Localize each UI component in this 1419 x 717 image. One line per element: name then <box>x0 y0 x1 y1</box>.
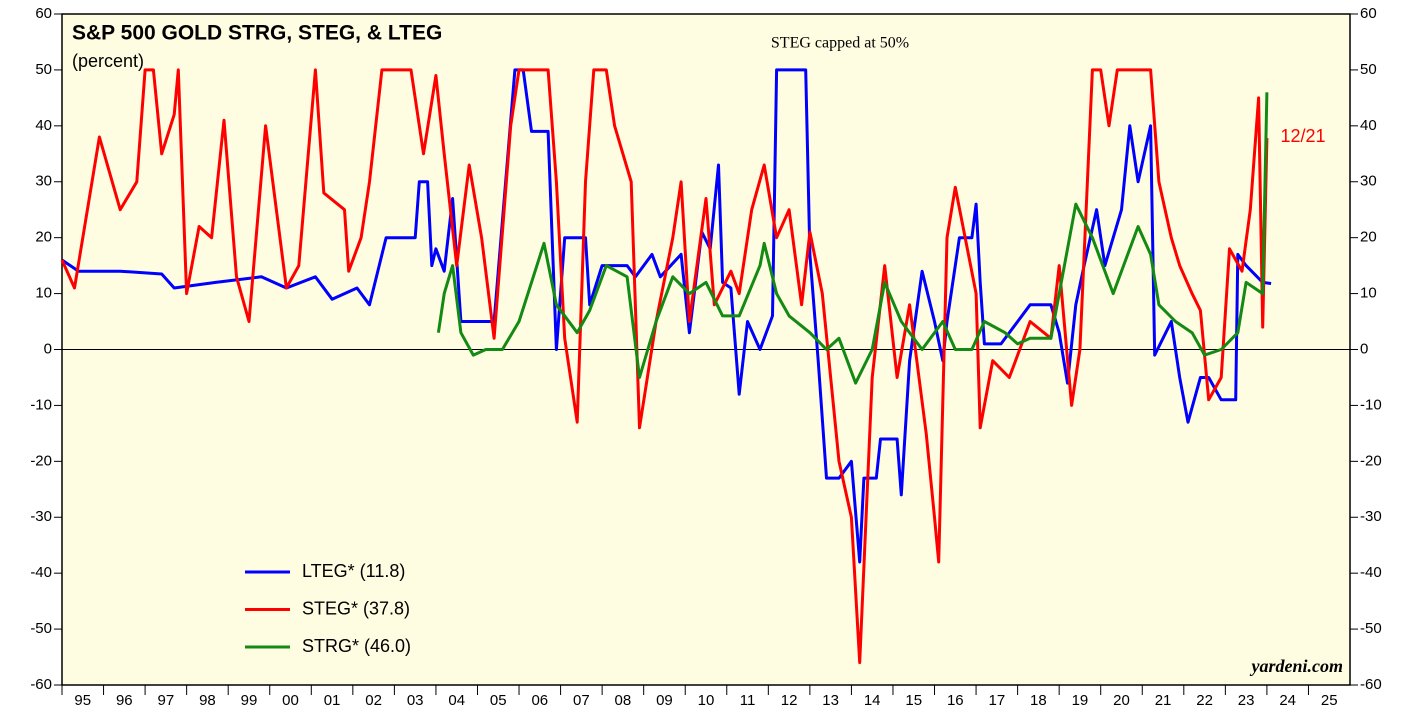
y-tick-label: 50 <box>35 61 52 78</box>
y2-tick-label: 0 <box>1360 340 1368 357</box>
x-tick-label: 04 <box>448 692 465 709</box>
y-tick-label: -40 <box>30 564 52 581</box>
x-tick-label: 98 <box>199 692 216 709</box>
y2-tick-label: 30 <box>1360 173 1377 190</box>
x-tick-label: 10 <box>698 692 715 709</box>
y2-tick-label: 10 <box>1360 285 1377 302</box>
x-tick-label: 25 <box>1321 692 1338 709</box>
watermark: yardeni.com <box>1250 656 1344 676</box>
y2-tick-label: -30 <box>1360 508 1382 525</box>
y2-tick-label: -10 <box>1360 396 1382 413</box>
x-tick-label: 96 <box>116 692 133 709</box>
y-tick-label: 40 <box>35 117 52 134</box>
x-tick-label: 13 <box>822 692 839 709</box>
annotation: 12/21 <box>1280 126 1325 146</box>
x-tick-label: 19 <box>1072 692 1089 709</box>
y-tick-label: -30 <box>30 508 52 525</box>
series-line <box>61 68 1272 564</box>
y-tick-label: -60 <box>30 676 52 693</box>
x-tick-label: 23 <box>1238 692 1255 709</box>
x-tick-label: 12 <box>781 692 798 709</box>
chart-title: S&P 500 GOLD STRG, STEG, & LTEG <box>72 22 442 45</box>
x-tick-label: 18 <box>1030 692 1047 709</box>
series-line <box>60 68 1269 665</box>
x-tick-label: 24 <box>1279 692 1296 709</box>
x-tick-label: 16 <box>947 692 964 709</box>
y-tick-label: 10 <box>35 285 52 302</box>
y2-tick-label: -40 <box>1360 564 1382 581</box>
x-tick-label: 97 <box>158 692 175 709</box>
y2-tick-label: -20 <box>1360 452 1382 469</box>
y2-tick-label: 60 <box>1360 5 1377 22</box>
y2-tick-label: 20 <box>1360 229 1377 246</box>
x-tick-label: 05 <box>490 692 507 709</box>
y-tick-label: -10 <box>30 396 52 413</box>
y2-tick-label: 50 <box>1360 61 1377 78</box>
x-tick-label: 07 <box>573 692 590 709</box>
x-tick-label: 21 <box>1155 692 1172 709</box>
x-tick-label: 09 <box>656 692 673 709</box>
x-tick-label: 99 <box>241 692 258 709</box>
legend-label: LTEG* (11.8) <box>302 561 405 581</box>
y-tick-label: 30 <box>35 173 52 190</box>
annotation: STEG capped at 50% <box>771 35 909 52</box>
y2-tick-label: 40 <box>1360 117 1377 134</box>
y-tick-label: -20 <box>30 452 52 469</box>
y-tick-label: 60 <box>35 5 52 22</box>
x-tick-label: 20 <box>1113 692 1130 709</box>
chart-subtitle: (percent) <box>72 51 144 71</box>
x-tick-label: 01 <box>324 692 341 709</box>
x-tick-label: 14 <box>864 692 881 709</box>
x-tick-label: 03 <box>407 692 424 709</box>
y2-tick-label: -60 <box>1360 676 1382 693</box>
x-tick-label: 11 <box>740 692 756 709</box>
y-tick-label: 0 <box>44 340 52 357</box>
legend-label: STRG* (46.0) <box>302 636 411 656</box>
x-tick-label: 00 <box>282 692 299 709</box>
x-tick-label: 95 <box>74 692 91 709</box>
x-tick-label: 22 <box>1196 692 1213 709</box>
legend-label: STEG* (37.8) <box>302 598 410 618</box>
x-tick-label: 08 <box>615 692 632 709</box>
series-line <box>436 92 1269 385</box>
y-tick-label: -50 <box>30 620 52 637</box>
y-tick-label: 20 <box>35 229 52 246</box>
x-tick-label: 06 <box>531 692 548 709</box>
x-tick-label: 15 <box>905 692 922 709</box>
y2-tick-label: -50 <box>1360 620 1382 637</box>
x-tick-label: 02 <box>365 692 382 709</box>
x-tick-label: 17 <box>988 692 1005 709</box>
